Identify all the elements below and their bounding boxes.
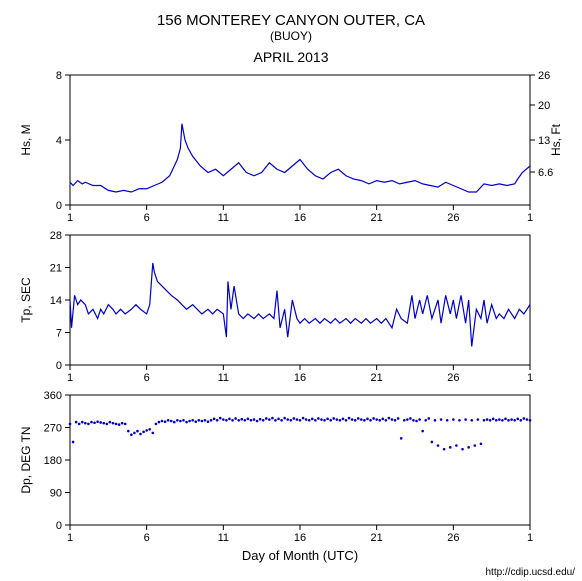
svg-text:26: 26 xyxy=(538,70,550,82)
svg-text:21: 21 xyxy=(371,532,383,544)
svg-text:270: 270 xyxy=(44,423,62,435)
svg-text:1: 1 xyxy=(67,372,73,384)
svg-text:1: 1 xyxy=(527,532,533,544)
svg-text:6.6: 6.6 xyxy=(538,167,553,179)
svg-text:16: 16 xyxy=(294,532,306,544)
svg-text:360: 360 xyxy=(44,390,62,402)
svg-text:20: 20 xyxy=(538,100,550,112)
svg-text:14: 14 xyxy=(50,295,62,307)
svg-text:11: 11 xyxy=(218,532,229,544)
svg-text:7: 7 xyxy=(56,328,62,340)
svg-text:6: 6 xyxy=(144,372,150,384)
svg-text:Hs, Ft: Hs, Ft xyxy=(549,123,563,156)
svg-text:6: 6 xyxy=(144,532,150,544)
svg-text:Tp, SEC: Tp, SEC xyxy=(19,277,33,323)
svg-text:8: 8 xyxy=(56,70,62,82)
svg-text:90: 90 xyxy=(50,488,62,500)
svg-text:180: 180 xyxy=(44,455,62,467)
svg-text:4: 4 xyxy=(56,135,62,147)
chart-container: 156 MONTEREY CANYON OUTER, CA(BUOY) APRIL… xyxy=(0,0,582,581)
svg-text:11: 11 xyxy=(218,212,229,224)
svg-text:APRIL 2013: APRIL 2013 xyxy=(254,49,329,65)
svg-text:156 MONTEREY CANYON OUTER, CA: 156 MONTEREY CANYON OUTER, CA xyxy=(157,12,425,29)
svg-text:16: 16 xyxy=(294,372,306,384)
svg-text:21: 21 xyxy=(371,372,383,384)
svg-text:1: 1 xyxy=(527,212,533,224)
svg-text:21: 21 xyxy=(371,212,383,224)
svg-text:26: 26 xyxy=(447,372,459,384)
svg-text:(BUOY): (BUOY) xyxy=(270,29,312,43)
svg-text:Dp, DEG TN: Dp, DEG TN xyxy=(19,426,33,493)
svg-text:6: 6 xyxy=(144,212,150,224)
svg-text:26: 26 xyxy=(447,532,459,544)
svg-text:Hs, M: Hs, M xyxy=(19,124,33,155)
svg-text:28: 28 xyxy=(50,230,62,242)
chart-svg: 156 MONTEREY CANYON OUTER, CA(BUOY) APRIL… xyxy=(0,0,582,581)
svg-text:1: 1 xyxy=(67,532,73,544)
svg-text:http://cdip.ucsd.edu/: http://cdip.ucsd.edu/ xyxy=(485,567,575,578)
svg-text:Day of Month (UTC): Day of Month (UTC) xyxy=(242,548,358,563)
svg-text:1: 1 xyxy=(67,212,73,224)
svg-text:0: 0 xyxy=(56,360,62,372)
svg-text:0: 0 xyxy=(56,200,62,212)
svg-text:21: 21 xyxy=(50,263,62,275)
svg-text:26: 26 xyxy=(447,212,459,224)
svg-text:1: 1 xyxy=(527,372,533,384)
svg-text:11: 11 xyxy=(218,372,229,384)
svg-text:0: 0 xyxy=(56,520,62,532)
svg-text:16: 16 xyxy=(294,212,306,224)
